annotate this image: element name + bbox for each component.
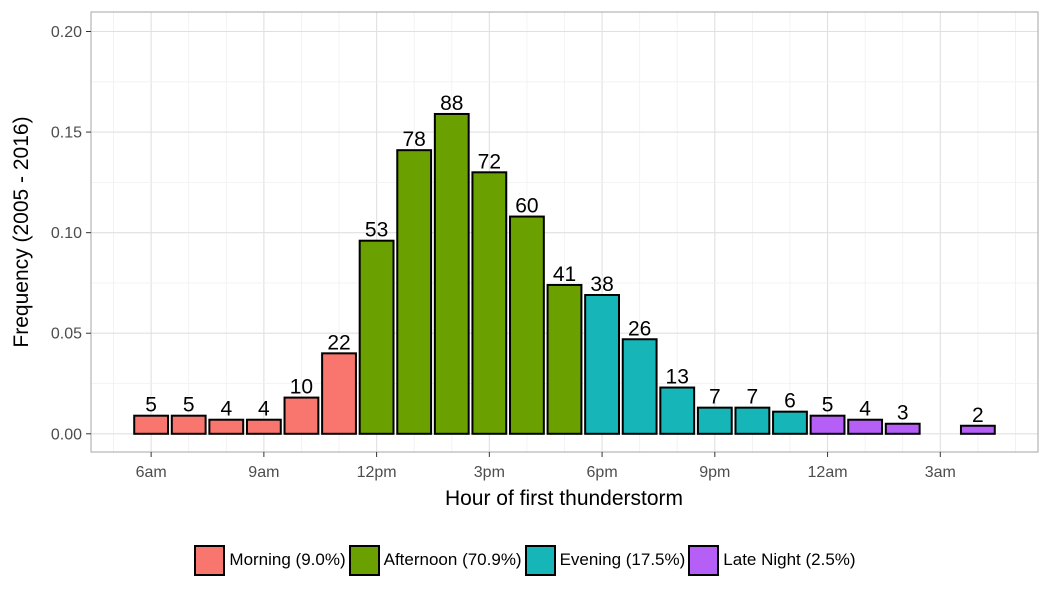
y-axis: 0.00 0.05 0.10 0.15 0.20 — [51, 24, 91, 443]
bar-count-label: 3 — [897, 402, 909, 425]
bar — [208, 418, 245, 435]
bar — [959, 424, 996, 435]
bar — [283, 396, 320, 435]
bar — [809, 414, 846, 435]
bar — [621, 338, 658, 435]
bar — [358, 239, 395, 435]
bar — [245, 418, 282, 435]
bar — [433, 112, 470, 435]
bar-count-label: 88 — [440, 92, 463, 115]
legend-label: Evening (17.5%) — [559, 550, 686, 569]
x-tick-label: 12am — [808, 464, 848, 481]
bar — [659, 386, 696, 435]
bar-count-label: 10 — [290, 376, 313, 399]
panel-border — [90, 11, 1039, 453]
bar-count-label: 7 — [747, 386, 759, 409]
bar — [734, 406, 771, 435]
bar — [170, 414, 207, 435]
legend-swatch — [688, 544, 720, 576]
bar-count-label: 22 — [327, 331, 350, 354]
bar-value-labels: 5 5 4 4 10 22 53 78 88 72 60 41 38 26 13 7 7 6 5 4 3 2 — [145, 92, 983, 427]
bar-count-label: 5 — [145, 394, 157, 417]
bar-count-label: 13 — [666, 366, 689, 389]
bar-count-label: 26 — [628, 317, 651, 340]
bar — [471, 171, 508, 435]
bar-count-label: 60 — [515, 195, 538, 218]
bar-count-label: 7 — [709, 386, 721, 409]
legend-swatch — [194, 544, 226, 576]
x-tick-label: 6pm — [587, 464, 618, 481]
bar-count-label: 5 — [822, 394, 834, 417]
bar-count-label: 78 — [403, 128, 426, 151]
bar-count-label: 4 — [220, 398, 232, 421]
legend-item-afternoon: Afternoon (70.9%) — [348, 544, 522, 576]
x-tick-label: 12pm — [357, 464, 397, 481]
y-tick-label: 0.05 — [51, 326, 82, 343]
legend-item-evening: Evening (17.5%) — [524, 544, 686, 576]
bar — [321, 352, 357, 435]
bar-count-label: 4 — [258, 398, 270, 421]
bar — [772, 410, 808, 435]
bar — [884, 422, 921, 435]
x-axis-title: Hour of first thunderstorm — [445, 487, 683, 510]
bar-count-label: 53 — [365, 219, 388, 242]
y-tick-label: 0.10 — [51, 225, 82, 242]
legend-swatch — [524, 544, 556, 576]
x-axis: 6am 9am 12pm 3pm 6pm 9pm 12am 3am — [136, 452, 956, 481]
bar — [509, 215, 545, 435]
bar — [847, 418, 884, 435]
x-tick-label: 3pm — [474, 464, 505, 481]
bar-count-label: 5 — [183, 394, 195, 417]
bar-count-label: 2 — [972, 404, 984, 427]
y-axis-title: Frequency (2005 - 2016) — [10, 116, 33, 347]
bar-count-label: 72 — [478, 150, 501, 173]
bar — [546, 283, 583, 435]
bar-count-label: 38 — [590, 273, 613, 296]
legend-item-morning: Morning (9.0%) — [194, 544, 346, 576]
bar-count-label: 4 — [859, 398, 871, 421]
bar — [584, 294, 620, 435]
legend-swatch — [348, 544, 380, 576]
x-tick-label: 9am — [248, 464, 279, 481]
x-tick-label: 9pm — [699, 464, 730, 481]
y-tick-label: 0.20 — [51, 24, 82, 41]
bar-count-label: 6 — [784, 390, 796, 413]
y-tick-label: 0.15 — [51, 125, 82, 142]
legend: Morning (9.0%) Afternoon (70.9%) Evening (… — [0, 540, 1050, 580]
legend-item-late-night: Late Night (2.5%) — [688, 544, 856, 576]
x-tick-label: 6am — [136, 464, 167, 481]
legend-label: Afternoon (70.9%) — [383, 550, 522, 569]
bar — [396, 149, 433, 435]
legend-label: Late Night (2.5%) — [723, 550, 856, 569]
y-tick-label: 0.00 — [51, 426, 82, 443]
bars — [133, 112, 996, 435]
legend-label: Morning (9.0%) — [229, 550, 346, 569]
x-tick-label: 3am — [925, 464, 956, 481]
bar — [133, 414, 170, 435]
bar-count-label: 41 — [553, 263, 576, 286]
bar — [696, 406, 733, 435]
